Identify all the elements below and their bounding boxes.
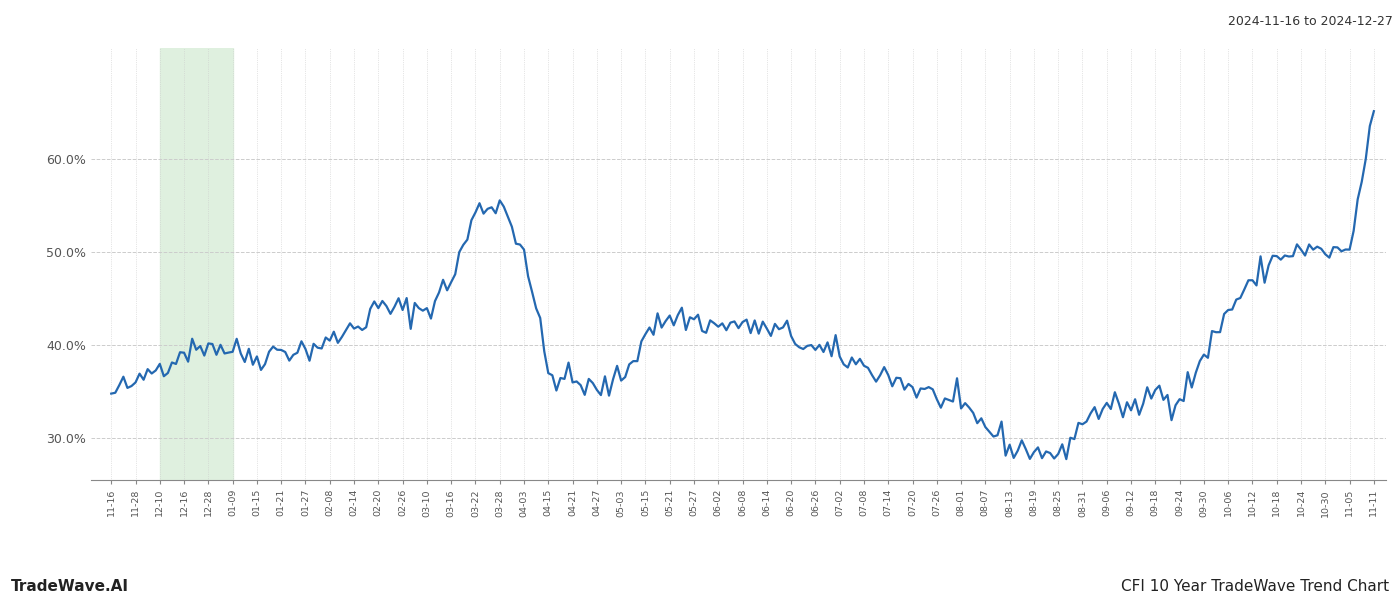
Text: CFI 10 Year TradeWave Trend Chart: CFI 10 Year TradeWave Trend Chart xyxy=(1120,579,1389,594)
Bar xyxy=(160,48,232,480)
Text: 2024-11-16 to 2024-12-27: 2024-11-16 to 2024-12-27 xyxy=(1228,15,1393,28)
Text: TradeWave.AI: TradeWave.AI xyxy=(11,579,129,594)
